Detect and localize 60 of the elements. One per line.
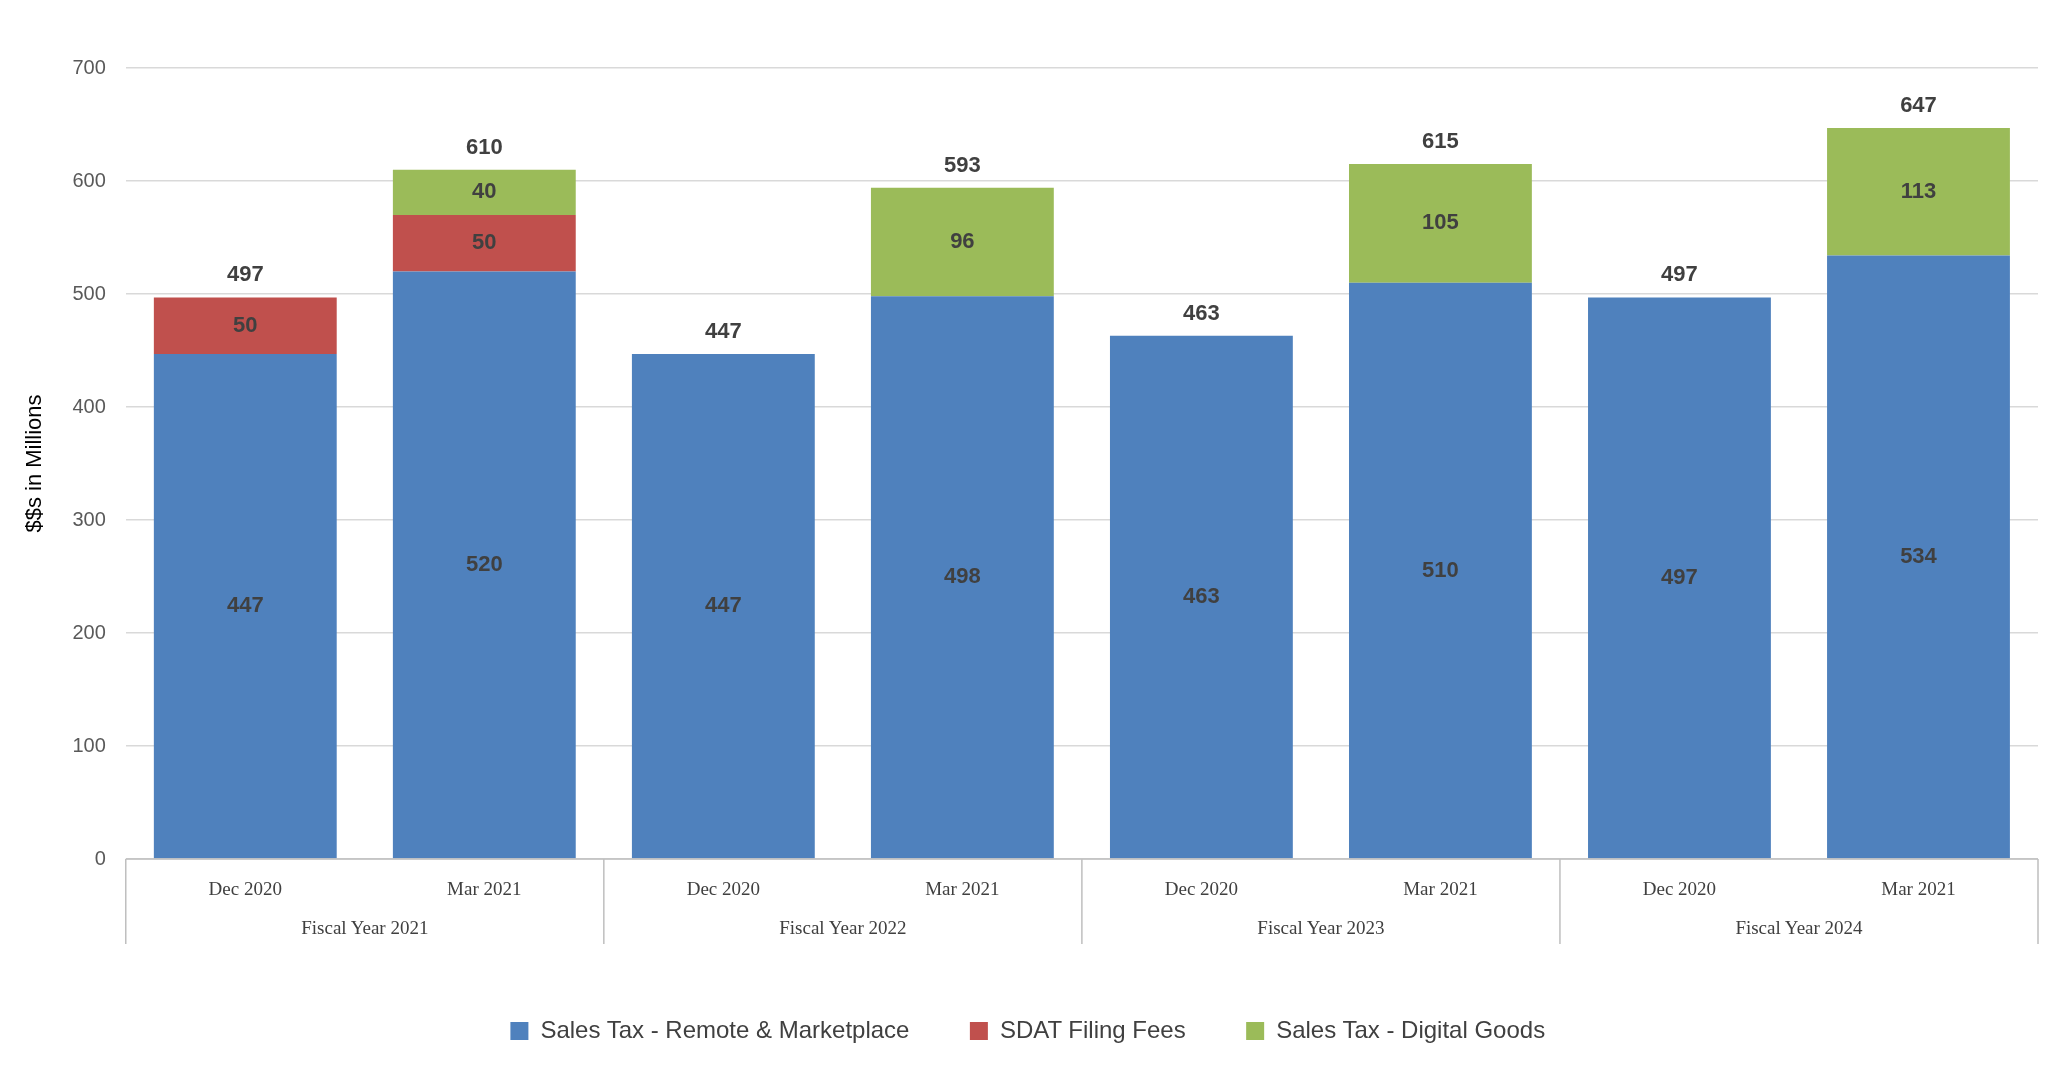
data-label: 510 — [1422, 556, 1459, 582]
bar — [1349, 164, 1532, 283]
total-label: 497 — [226, 261, 264, 287]
y-tick-label: 100 — [72, 733, 106, 756]
bar — [1827, 255, 2010, 859]
data-label: 113 — [1900, 177, 1937, 203]
legend-label: Sales Tax - Digital Goods — [1276, 1015, 1546, 1043]
y-tick-label: 300 — [72, 507, 106, 530]
bar — [1109, 335, 1293, 859]
data-label: 40 — [472, 178, 497, 204]
legend-label: SDAT Filing Fees — [999, 1015, 1186, 1043]
x-tick-label: Mar 2021 — [925, 878, 1000, 900]
total-label: 447 — [704, 317, 742, 343]
data-label: 105 — [1422, 209, 1459, 235]
y-axis-title: $$s in Millions — [21, 394, 47, 533]
data-label: 447 — [226, 592, 264, 618]
bar — [392, 169, 576, 215]
text: Fiscal Year 2021 — [301, 916, 429, 938]
bar — [153, 297, 337, 354]
text: Fiscal Year 2023 — [1257, 916, 1385, 938]
x-tick-label: Dec 2020 — [208, 878, 282, 900]
bar — [392, 271, 576, 859]
data-label: 463 — [1183, 583, 1220, 609]
data-label: 96 — [950, 228, 975, 254]
bar — [392, 214, 576, 272]
bar — [1349, 282, 1532, 859]
data-label: 520 — [465, 550, 503, 576]
data-label: 50 — [472, 229, 497, 255]
bar — [870, 296, 1054, 859]
x-tick-label: Dec 2020 — [686, 878, 761, 900]
data-label: 534 — [1900, 542, 1938, 568]
text: Fiscal Year 2022 — [779, 916, 907, 938]
y-tick-label: 400 — [72, 394, 106, 417]
y-tick-label: 500 — [72, 281, 106, 304]
x-tick-label: Mar 2021 — [447, 878, 522, 900]
text: Fiscal Year 2024 — [1735, 916, 1864, 938]
bar — [153, 353, 337, 859]
total-label: 463 — [1183, 299, 1220, 325]
bar — [870, 187, 1054, 297]
x-tick-label: Dec 2020 — [1642, 878, 1717, 900]
data-label: 497 — [1661, 563, 1698, 589]
total-label: 615 — [1422, 128, 1459, 154]
x-tick-label: Mar 2021 — [1881, 878, 1956, 900]
total-label: 647 — [1900, 91, 1937, 117]
y-tick-label: 200 — [72, 620, 106, 643]
x-tick-label: Mar 2021 — [1403, 878, 1478, 900]
bar — [1588, 297, 1771, 859]
y-tick-label: 600 — [72, 168, 106, 191]
bar — [1827, 127, 2010, 256]
total-label: 497 — [1661, 261, 1698, 287]
legend-label: Sales Tax - Remote & Marketplace — [540, 1015, 910, 1043]
total-label: 593 — [944, 151, 981, 177]
data-label: 447 — [704, 592, 742, 618]
bar — [631, 353, 815, 859]
total-label: 610 — [465, 133, 503, 159]
y-tick-label: 700 — [72, 55, 106, 78]
y-tick-label: 0 — [94, 846, 106, 869]
data-label: 498 — [944, 563, 981, 589]
data-label: 50 — [233, 311, 258, 337]
x-tick-label: Dec 2020 — [1164, 878, 1239, 900]
